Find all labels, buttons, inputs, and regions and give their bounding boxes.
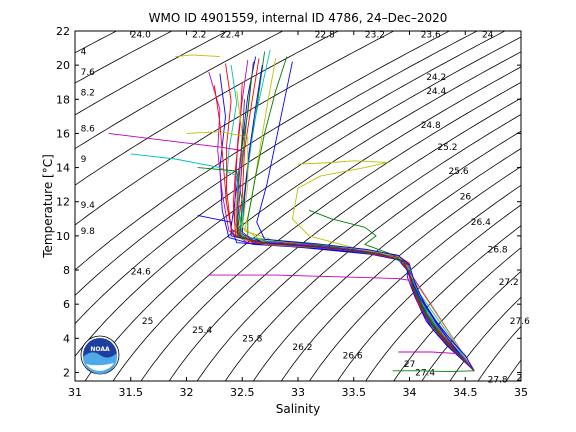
isopycnal-line [365, 225, 521, 381]
isopycnal-label: 27.4 [415, 369, 435, 379]
x-tick-label: 31.5 [119, 386, 144, 399]
isopycnal-label: 25.6 [449, 167, 469, 177]
isopycnal-line [393, 247, 521, 381]
x-tick-label: 32.5 [230, 386, 255, 399]
isopycnal-label: 24.0 [131, 30, 151, 40]
profile-line [398, 351, 475, 372]
y-tick-label: 18 [56, 93, 70, 106]
isopycnal-line [309, 184, 521, 381]
isopycnal-line [84, 51, 521, 381]
isopycnal-line [168, 97, 521, 381]
isopycnal-label: 24.2 [426, 73, 446, 83]
y-tick-label: 14 [56, 162, 70, 175]
x-tick-label: 35 [514, 386, 528, 399]
isopycnal-label: 25.4 [192, 326, 212, 336]
isopycnal-label: 26 [460, 193, 472, 203]
isopycnal-line [337, 204, 521, 381]
isopycnal-label: 26.4 [471, 218, 491, 228]
isopycnal-line [75, 31, 395, 226]
profile-line [175, 54, 220, 58]
isopycnal-label: 24.4 [426, 87, 446, 97]
y-tick-label: 10 [56, 230, 70, 243]
x-tick-label: 32 [180, 386, 194, 399]
isopycnal-label: 25.2 [437, 143, 457, 153]
y-tick-label: 8 [63, 264, 70, 277]
chart-title: WMO ID 4901559, internal ID 4786, 24–Dec… [149, 11, 448, 25]
isopycnal-line [112, 66, 521, 381]
isopycnal-label: 25.8 [242, 334, 262, 344]
y-tick-label: 4 [63, 332, 70, 345]
x-axis: 31 31.5 32 32.5 33 33.5 34 34.5 35 [68, 31, 528, 399]
isopycnal-line [75, 31, 173, 84]
isopycnal-label: 24.6 [131, 268, 151, 278]
plot-area [75, 31, 521, 381]
isopycnal-label: 9.8 [81, 227, 96, 237]
x-tick-label: 33 [291, 386, 305, 399]
isopycnal-line [75, 31, 478, 296]
noaa-logo: NOAA [80, 335, 120, 375]
isopycnal-label: 26.6 [343, 351, 363, 361]
y-tick-label: 12 [56, 196, 70, 209]
isopycnal-line [196, 113, 521, 381]
isopycnal-label: 22.8 [315, 30, 335, 40]
isopycnal-line [421, 270, 521, 381]
isopycnal-label: 24 [482, 30, 494, 40]
isopycnal-label: 7.6 [81, 68, 96, 78]
profile-line [392, 370, 475, 373]
y-tick-label: 6 [63, 298, 70, 311]
x-tick-label: 31 [68, 386, 82, 399]
isopycnal-label: 27.2 [499, 278, 519, 288]
isopycnal-label: 2.2 [192, 30, 206, 40]
isopycnal-line [75, 31, 506, 325]
isopycnal-line [140, 81, 521, 381]
isopycnal-line [252, 148, 521, 381]
profile-line [208, 274, 410, 281]
x-tick-label: 34.5 [453, 386, 478, 399]
profile-line [236, 99, 475, 372]
x-tick-label: 33.5 [342, 386, 367, 399]
y-tick-label: 20 [56, 59, 70, 72]
y-tick-label: 16 [56, 127, 70, 140]
isopycnal-label: 27.6 [510, 317, 530, 327]
isopycnal-line [477, 325, 521, 381]
isopycnal-label: 27 [404, 360, 415, 370]
profile-line [219, 73, 475, 372]
profile-line [256, 61, 475, 372]
isopycnal-label: 9 [81, 155, 87, 165]
isopycnal-line [75, 31, 340, 186]
isopycnal-label: 9.4 [81, 201, 96, 211]
isopycnal-line [75, 31, 284, 150]
noaa-logo-text: NOAA [90, 346, 110, 353]
isopycnal-line [280, 166, 521, 381]
isopycnal-line [224, 130, 521, 381]
isopycnal-label: 2 [517, 374, 523, 384]
noaa-logo-bird [86, 363, 114, 371]
isopycnal-labels: 4 7.6 8.2 8.6 9 9.4 9.8 24.0 2.2 22.4 22.8 23.2 23.6… [81, 30, 531, 385]
isopycnal-label: 27.8 [488, 375, 508, 385]
isopycnal-label: 8.2 [81, 89, 95, 99]
x-axis-label: Salinity [276, 402, 320, 416]
isopycnal-line [75, 31, 229, 116]
isopycnal-line [75, 36, 521, 357]
y-tick-label: 22 [56, 25, 70, 38]
isopycnal-label: 26.2 [292, 343, 312, 353]
profile-lines [108, 49, 475, 373]
isopycnal-label: 24.8 [421, 121, 441, 131]
y-axis-label: Temperature [°C] [41, 154, 55, 259]
isopycnal-line [75, 31, 451, 271]
isopycnal-label: 22.4 [220, 30, 240, 40]
isopycnal-line [449, 296, 521, 381]
isopycnal-label: 4 [81, 48, 87, 58]
x-tick-label: 34 [403, 386, 417, 399]
isopycnal-label: 8.6 [81, 124, 96, 134]
isopycnal-label: 23.2 [365, 30, 385, 40]
y-tick-label: 2 [63, 366, 70, 379]
isopycnal-label: 23.6 [421, 30, 441, 40]
isopycnal-label: 25 [142, 317, 153, 327]
isopycnal-label: 26.8 [488, 246, 508, 256]
isopycnal-lines [75, 31, 521, 381]
